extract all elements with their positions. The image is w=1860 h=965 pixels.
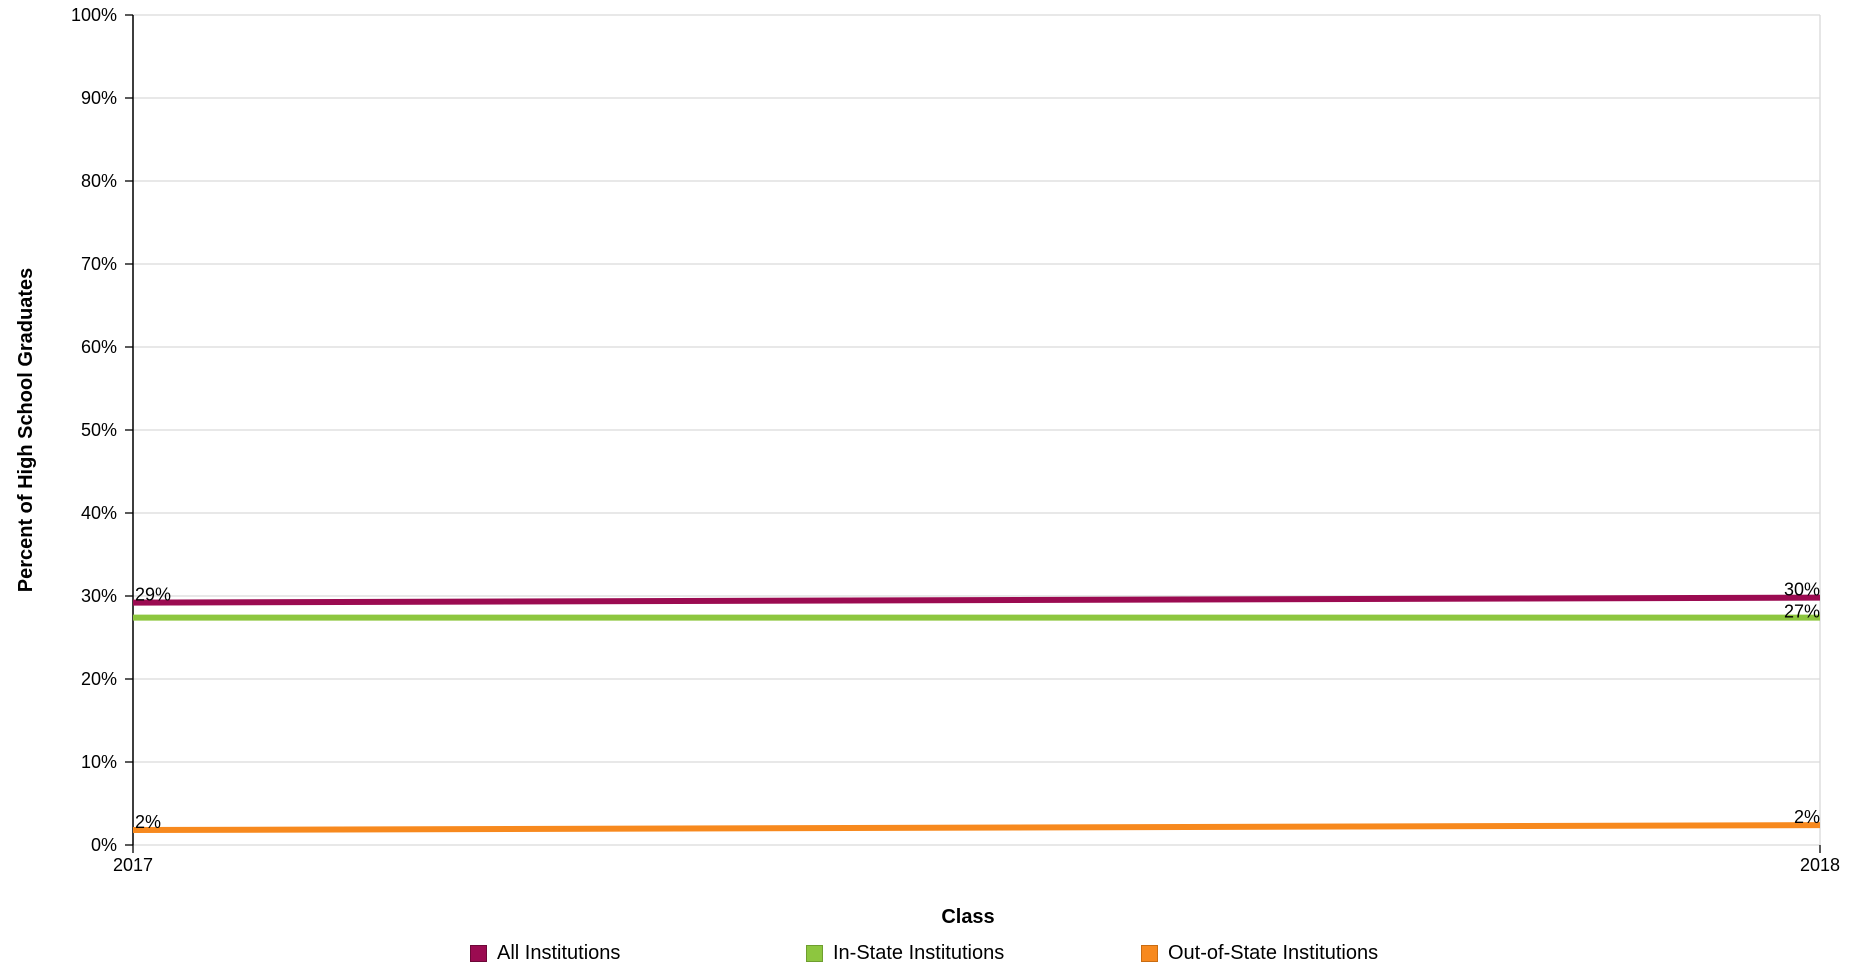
y-tick-label: 30% xyxy=(81,586,117,606)
x-axis-title: Class xyxy=(941,906,994,928)
y-tick-label: 0% xyxy=(91,835,117,855)
x-tick-label: 2017 xyxy=(113,855,153,875)
y-tick-label: 10% xyxy=(81,752,117,772)
legend-label-out-of-state: Out-of-State Institutions xyxy=(1168,942,1379,964)
legend-swatch-all xyxy=(470,945,487,962)
legend-item-in-state[interactable]: In-State Institutions xyxy=(806,942,1004,965)
x-axis-ticks: 2017 2018 xyxy=(113,845,1840,875)
series-line xyxy=(132,594,1821,606)
data-label: 2% xyxy=(1794,807,1820,827)
legend-swatch-out-of-state xyxy=(1141,945,1158,962)
y-tick-label: 90% xyxy=(81,88,117,108)
data-label: 30% xyxy=(1784,580,1820,600)
data-label: 27% xyxy=(1784,602,1820,622)
grid-lines xyxy=(132,14,1821,846)
legend: All Institutions In-State Institutions O… xyxy=(0,942,1860,965)
y-axis-ticks: 0% 10% 20% 30% 40% 50% 60% 70% 80% 90% 100% xyxy=(71,5,133,855)
legend-label-in-state: In-State Institutions xyxy=(833,942,1005,964)
y-tick-label: 60% xyxy=(81,337,117,357)
y-tick-label: 100% xyxy=(71,5,117,25)
data-label: 2% xyxy=(135,812,161,832)
x-tick-label: 2018 xyxy=(1800,855,1840,875)
data-labels: 29% 30%27% 2% 2% xyxy=(135,580,1820,832)
series-lines xyxy=(132,594,1821,834)
data-label: 29% xyxy=(135,585,171,605)
y-tick-label: 50% xyxy=(81,420,117,440)
y-tick-label: 80% xyxy=(81,171,117,191)
line-chart: 0%10%20%30%40%50%60%70%80%90%100% 2017 20… xyxy=(15,5,1840,928)
series-line xyxy=(132,822,1821,834)
y-tick-label: 70% xyxy=(81,254,117,274)
y-tick-label: 40% xyxy=(81,503,117,523)
legend-swatch-in-state xyxy=(806,945,823,962)
legend-item-out-of-state[interactable]: Out-of-State Institutions xyxy=(1141,942,1378,965)
y-tick-label: 20% xyxy=(81,669,117,689)
legend-item-all-institutions[interactable]: All Institutions xyxy=(470,942,620,965)
y-axis-title: Percent of High School Graduates xyxy=(15,268,37,593)
legend-label-all: All Institutions xyxy=(497,942,621,964)
